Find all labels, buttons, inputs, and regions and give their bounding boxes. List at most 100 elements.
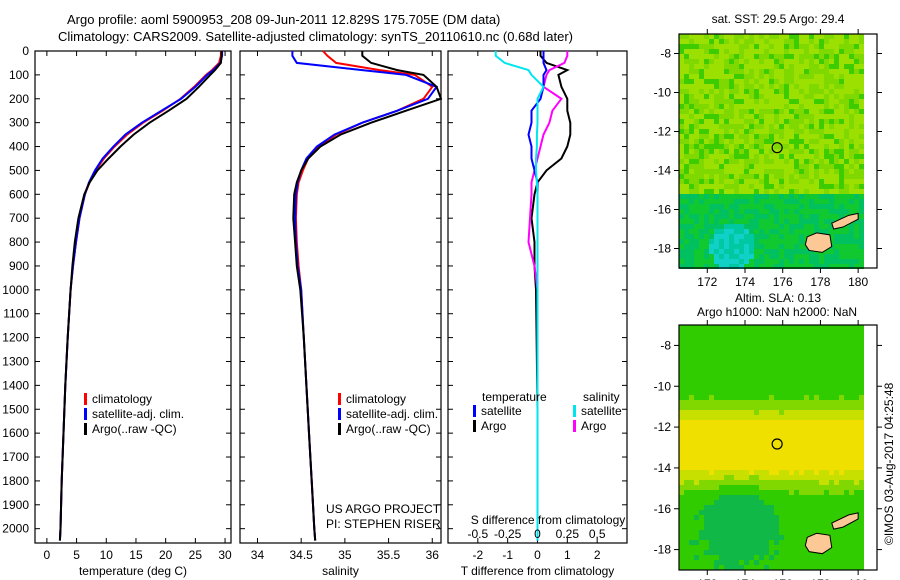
map-cell (774, 224, 779, 229)
map-cell (719, 64, 724, 69)
map-cell (819, 259, 824, 264)
map-cell (849, 555, 854, 560)
map-cell (754, 159, 759, 164)
map-cell (704, 425, 709, 430)
map-cell (699, 470, 704, 475)
map-cell (804, 34, 809, 39)
map-cell (839, 360, 844, 365)
map-cell (709, 169, 714, 174)
map-cell (824, 34, 829, 39)
map-cell (729, 410, 734, 415)
map-cell (794, 425, 799, 430)
map-cell (814, 435, 819, 440)
map-cell (754, 495, 759, 500)
map-cell (754, 164, 759, 169)
x-tick-label: -2 (472, 548, 483, 562)
map-cell (689, 179, 694, 184)
map-cell (709, 189, 714, 194)
map-cell (689, 565, 694, 570)
map-cell (734, 385, 739, 390)
map-cell (844, 535, 849, 540)
map-cell (849, 360, 854, 365)
map-cell (784, 330, 789, 335)
map-cell (794, 104, 799, 109)
map-cell (849, 184, 854, 189)
map-cell (749, 340, 754, 345)
map-cell (769, 139, 774, 144)
map-cell (754, 154, 759, 159)
map-cell (689, 34, 694, 39)
map-cell (794, 455, 799, 460)
map-cell (799, 214, 804, 219)
map-cell (804, 335, 809, 340)
map-cell (754, 350, 759, 355)
map-cell (844, 385, 849, 390)
map-cell (704, 59, 709, 64)
map-cell (679, 149, 684, 154)
map-cell (854, 410, 859, 415)
map-cell (749, 435, 754, 440)
map-cell (679, 510, 684, 515)
map-cell (704, 515, 709, 520)
map-cell (709, 420, 714, 425)
map-cell (809, 159, 814, 164)
map-cell (754, 380, 759, 385)
map-cell (789, 259, 794, 264)
map-cell (844, 350, 849, 355)
map-cell (754, 405, 759, 410)
map-cell (719, 395, 724, 400)
map-cell (694, 390, 699, 395)
map-cell (714, 249, 719, 254)
map-cell (814, 119, 819, 124)
map-cell (679, 64, 684, 69)
map-cell (859, 535, 864, 540)
map-cell (749, 39, 754, 44)
map-cell (779, 395, 784, 400)
map-cell (799, 124, 804, 129)
map-cell (739, 335, 744, 340)
map-cell (779, 470, 784, 475)
map-cell (779, 450, 784, 455)
map-cell (834, 420, 839, 425)
map-cell (709, 390, 714, 395)
map-cell (789, 234, 794, 239)
map-cell (854, 109, 859, 114)
map-cell (794, 219, 799, 224)
map-cell (699, 400, 704, 405)
map-cell (809, 495, 814, 500)
map-cell (844, 390, 849, 395)
map-cell (774, 169, 779, 174)
map-cell (804, 465, 809, 470)
map-cell (819, 264, 824, 269)
map-cell (754, 545, 759, 550)
map-cell (824, 410, 829, 415)
map-cell (704, 49, 709, 54)
map-cell (829, 39, 834, 44)
map-cell (719, 89, 724, 94)
map-cell (744, 480, 749, 485)
map-cell (769, 54, 774, 59)
map-cell (834, 199, 839, 204)
map-cell (794, 249, 799, 254)
island-viti-levu (804, 532, 833, 555)
map-cell (709, 69, 714, 74)
map-cell (769, 204, 774, 209)
map-cell (704, 124, 709, 129)
map-cell (784, 475, 789, 480)
map-cell (769, 450, 774, 455)
map-cell (744, 495, 749, 500)
map-cell (679, 385, 684, 390)
map-cell (749, 209, 754, 214)
map-cell (814, 370, 819, 375)
map-cell (739, 194, 744, 199)
map-cell (744, 335, 749, 340)
map-cell (749, 520, 754, 525)
map-cell (744, 380, 749, 385)
map-cell (694, 435, 699, 440)
map-cell (699, 530, 704, 535)
map-cell (814, 79, 819, 84)
map-cell (819, 124, 824, 129)
map-cell (704, 565, 709, 570)
map-cell (854, 325, 859, 330)
map-cell (744, 555, 749, 560)
